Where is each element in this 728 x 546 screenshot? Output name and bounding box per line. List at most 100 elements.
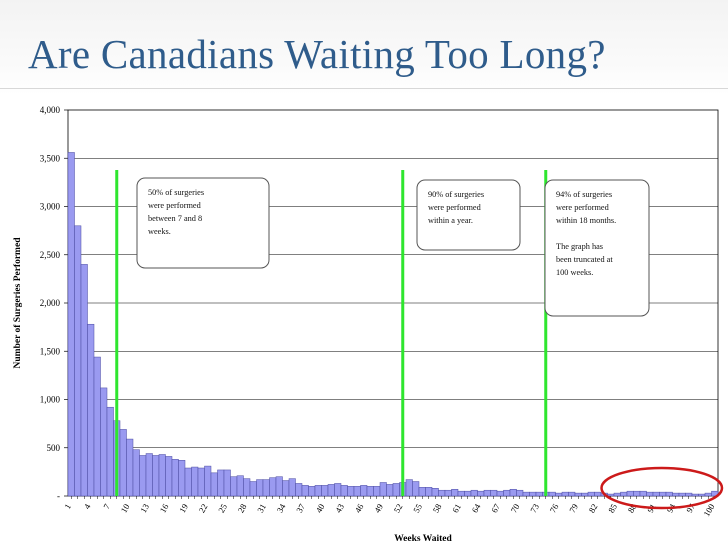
bar-week-96 xyxy=(685,492,693,497)
x-tick-label: 28 xyxy=(236,502,249,514)
bar-week-11 xyxy=(132,449,140,497)
x-tick-label: 100 xyxy=(701,502,716,518)
annotation-text: weeks. xyxy=(148,227,171,236)
bar-week-91 xyxy=(652,491,660,497)
bar-week-61 xyxy=(457,490,465,497)
bar-week-63 xyxy=(470,489,478,497)
y-tick-label: 4,000 xyxy=(40,105,61,115)
bar-week-78 xyxy=(568,491,576,497)
bar-week-99 xyxy=(704,492,712,497)
annotation-text: 50% of surgeries xyxy=(148,188,204,197)
slide-title: Are Canadians Waiting Too Long? xyxy=(28,31,606,77)
annotation-text: 100 weeks. xyxy=(556,268,593,277)
bar-week-98 xyxy=(698,493,706,497)
bar-week-1 xyxy=(67,152,75,497)
bar-week-16 xyxy=(165,456,173,497)
bar-week-5 xyxy=(93,356,101,497)
bar-week-48 xyxy=(373,486,381,497)
bar-week-6 xyxy=(100,387,108,497)
bar-week-77 xyxy=(561,491,569,497)
bar-week-51 xyxy=(392,483,400,497)
bar-week-54 xyxy=(412,481,420,497)
x-tick-label: 34 xyxy=(275,501,288,514)
bar-week-36 xyxy=(295,483,303,497)
x-tick-label: 46 xyxy=(353,501,366,514)
bar-week-14 xyxy=(152,455,160,497)
x-tick-label: 49 xyxy=(372,502,385,514)
bar-week-47 xyxy=(366,486,374,497)
bar-week-72 xyxy=(529,491,537,497)
annotation-text: were performed xyxy=(428,203,482,212)
annotation-text: The graph has xyxy=(556,242,603,251)
bar-week-35 xyxy=(288,478,296,497)
bar-week-70 xyxy=(516,489,524,497)
x-tick-label: 4 xyxy=(82,501,93,510)
x-tick-label: 10 xyxy=(119,502,132,514)
x-tick-label: 13 xyxy=(138,502,151,514)
bar-week-12 xyxy=(139,455,147,497)
bar-week-13 xyxy=(145,453,153,497)
bar-week-45 xyxy=(353,486,361,497)
x-tick-label: 40 xyxy=(314,502,327,514)
x-tick-label: 25 xyxy=(216,502,229,514)
bar-week-66 xyxy=(490,489,498,497)
bar-week-9 xyxy=(119,429,127,497)
bar-week-29 xyxy=(249,481,257,497)
bar-week-20 xyxy=(191,466,199,497)
x-tick-label: 76 xyxy=(548,501,561,514)
bar-week-7 xyxy=(106,406,114,497)
y-tick-label: 500 xyxy=(47,443,61,453)
bar-week-34 xyxy=(282,480,290,497)
y-axis-title: Number of Surgeries Performed xyxy=(13,237,23,369)
y-tick-label: 3,000 xyxy=(40,202,61,212)
bar-week-18 xyxy=(178,460,186,497)
annotation-text: been truncated at xyxy=(556,255,613,264)
x-tick-label: 79 xyxy=(567,502,580,514)
bar-week-4 xyxy=(87,323,95,497)
bar-week-27 xyxy=(236,475,244,497)
bar-week-87 xyxy=(626,490,634,497)
bar-week-53 xyxy=(405,479,413,497)
bar-week-15 xyxy=(158,454,166,497)
x-tick-label: 97 xyxy=(684,501,697,514)
bar-week-85 xyxy=(613,492,621,497)
bar-week-56 xyxy=(425,487,433,497)
bar-week-89 xyxy=(639,490,647,497)
bar-week-73 xyxy=(535,491,543,497)
bar-week-76 xyxy=(555,492,563,497)
bar-week-19 xyxy=(184,467,192,497)
title-divider xyxy=(0,88,728,89)
x-tick-label: 58 xyxy=(431,502,444,514)
y-tick-label: 3,500 xyxy=(40,153,61,163)
bar-week-92 xyxy=(659,491,667,497)
x-tick-label: 67 xyxy=(489,501,502,514)
bar-week-68 xyxy=(503,489,511,497)
bar-week-71 xyxy=(522,491,530,497)
bar-week-57 xyxy=(431,488,439,497)
y-tick-label: 2,000 xyxy=(40,298,61,308)
x-tick-label: 22 xyxy=(197,502,210,514)
bar-week-43 xyxy=(340,485,348,497)
bar-week-28 xyxy=(243,478,251,497)
annotation-box-3 xyxy=(544,179,650,317)
x-tick-label: 55 xyxy=(411,502,424,514)
bar-week-65 xyxy=(483,489,491,497)
bar-week-94 xyxy=(672,492,680,497)
bar-week-84 xyxy=(607,493,615,497)
annotation-text: 90% of surgeries xyxy=(428,190,484,199)
bar-week-40 xyxy=(321,485,329,497)
x-tick-label: 19 xyxy=(177,502,190,514)
x-tick-label: 52 xyxy=(392,502,405,514)
bar-week-24 xyxy=(217,469,225,497)
annotation-text: 94% of surgeries xyxy=(556,190,612,199)
bar-week-38 xyxy=(308,486,316,497)
y-tick-label: 1,500 xyxy=(40,346,61,356)
bar-week-25 xyxy=(223,469,231,497)
bar-week-46 xyxy=(360,485,368,497)
x-tick-label: 82 xyxy=(587,502,600,514)
bar-week-30 xyxy=(256,479,264,497)
bar-week-80 xyxy=(581,492,589,497)
bar-week-58 xyxy=(438,489,446,497)
bar-week-81 xyxy=(587,491,595,497)
annotation-text: were performed xyxy=(556,203,610,212)
